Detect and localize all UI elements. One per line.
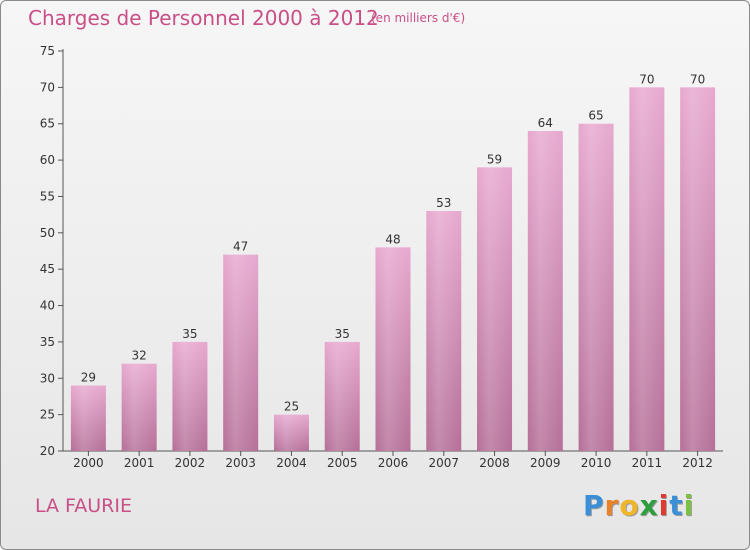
x-tick-label: 2010 <box>581 456 612 470</box>
data-label: 35 <box>182 327 197 341</box>
data-label: 64 <box>538 116 553 130</box>
x-tick-label: 2006 <box>378 456 409 470</box>
data-label: 32 <box>132 349 147 363</box>
data-label: 53 <box>436 196 451 210</box>
x-tick-label: 2008 <box>479 456 510 470</box>
y-tick-label: 55 <box>40 189 55 203</box>
bar-shine <box>172 341 208 451</box>
x-tick-label: 2007 <box>428 456 459 470</box>
y-tick-label: 70 <box>40 80 55 94</box>
y-tick-label: 45 <box>40 262 55 276</box>
chart-title: Charges de Personnel 2000 à 2012 <box>28 6 379 30</box>
axes: 20 25 30 35 40 45 50 55 60 65 70 75 2000 2001 2002 2003… <box>40 44 723 470</box>
data-label: 47 <box>233 240 248 254</box>
bar-shine <box>527 131 563 451</box>
value-labels: 29 32 35 47 25 35 48 53 59 64 65 70 70 <box>81 72 706 413</box>
logo-letter: i <box>658 489 670 522</box>
logo-letter: o <box>619 489 640 522</box>
data-label: 48 <box>385 232 400 246</box>
logo-letter: t <box>669 489 684 522</box>
x-tick-label: 2004 <box>276 456 307 470</box>
x-tick-label: 2001 <box>124 456 155 470</box>
data-label: 59 <box>487 152 502 166</box>
y-tick-label: 65 <box>40 117 55 131</box>
bar-shine <box>70 385 106 451</box>
data-label: 70 <box>639 72 654 86</box>
bar-shine <box>375 247 411 451</box>
y-tick-label: 35 <box>40 335 55 349</box>
y-tick-label: 25 <box>40 408 55 422</box>
bar-shine <box>426 211 462 451</box>
proxiti-logo: Proxiti <box>583 489 694 522</box>
bar-shine <box>121 363 157 451</box>
data-label: 29 <box>81 371 96 385</box>
y-tick-label: 50 <box>40 226 55 240</box>
data-label: 70 <box>690 72 705 86</box>
bar-shine <box>324 341 360 451</box>
commune-name: LA FAURIE <box>35 495 132 517</box>
y-tick-label: 30 <box>40 371 55 385</box>
bar-shine <box>680 87 716 451</box>
x-tick-label: 2012 <box>682 456 713 470</box>
data-label: 25 <box>284 400 299 414</box>
data-label: 35 <box>335 327 350 341</box>
y-tick-label: 60 <box>40 153 55 167</box>
chart-unit-note: (en milliers d'€) <box>371 11 466 25</box>
y-tick-label: 75 <box>40 44 55 58</box>
data-label: 65 <box>588 109 603 123</box>
x-tick-label: 2003 <box>225 456 256 470</box>
x-tick-label: 2011 <box>632 456 663 470</box>
y-tick-label: 20 <box>40 444 55 458</box>
x-tick-label: 2009 <box>530 456 561 470</box>
bar-shine <box>578 123 614 452</box>
bar-shine <box>629 87 665 451</box>
logo-letter: r <box>604 489 620 522</box>
logo-letter: i <box>683 489 695 522</box>
x-tick-label: 2002 <box>175 456 206 470</box>
logo-letter: P <box>583 489 605 522</box>
bar-shine <box>477 167 513 451</box>
bar-shine <box>273 414 309 451</box>
logo-letter: x <box>639 489 659 522</box>
x-tick-label: 2000 <box>73 456 104 470</box>
bar-shine <box>223 254 259 451</box>
bars <box>70 87 716 452</box>
y-tick-label: 40 <box>40 299 55 313</box>
x-tick-label: 2005 <box>327 456 358 470</box>
